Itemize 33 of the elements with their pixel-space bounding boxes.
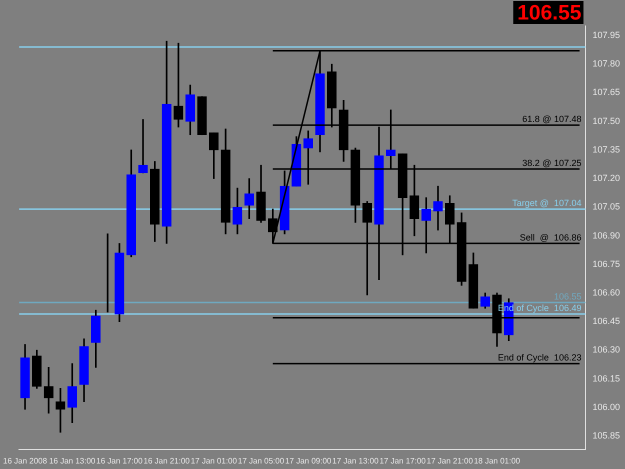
y-tick-label: 107.05 [592,202,620,212]
y-tick-label: 106.75 [592,258,620,269]
y-tick-label: 107.80 [592,58,620,69]
y-tick-label: 107.35 [592,144,620,154]
x-tick-label: 16 Jan 13:00 [49,456,96,466]
x-tick-label: 17 Jan 13:00 [332,456,380,466]
y-tick-label: 106.45 [592,316,620,326]
x-tick-label: 16 Jan 2008 [3,456,48,466]
y-tick-label: 106.90 [592,230,620,240]
ref-line-label: Target @ 107.04 [512,198,582,208]
x-tick-label: 17 Jan 05:00 [238,456,285,466]
y-tick-label: 107.65 [592,87,620,98]
x-tick-label: 18 Jan 01:00 [474,456,521,466]
y-tick-label: 107.50 [592,116,620,126]
y-tick-label: 106.15 [592,373,620,384]
series-label: 61.8 @ 107.48 [522,114,582,124]
x-tick-label: 17 Jan 21:00 [426,456,474,466]
x-tick-label: 17 Jan 17:00 [379,456,426,466]
y-tick-label: 106.00 [592,402,620,412]
series-label: Sell @ 106.86 [520,232,582,242]
series-label: 38.2 @ 107.25 [522,158,582,168]
y-tick-label: 106.60 [592,287,620,298]
text: 106.55 [517,1,582,24]
ref-line-label: 106.55 [554,292,582,302]
x-tick-label: 17 Jan 09:00 [285,456,332,466]
y-tick-label: 107.20 [592,173,620,184]
y-tick-label: 105.85 [592,430,620,441]
series-label: End of Cycle 106.23 [498,352,582,363]
x-tick-label: 16 Jan 17:00 [96,456,144,466]
y-tick-label: 106.30 [592,344,620,355]
y-tick-label: 107.95 [592,30,620,40]
x-tick-label: 16 Jan 21:00 [143,456,190,466]
x-tick-label: 17 Jan 01:00 [190,456,238,466]
